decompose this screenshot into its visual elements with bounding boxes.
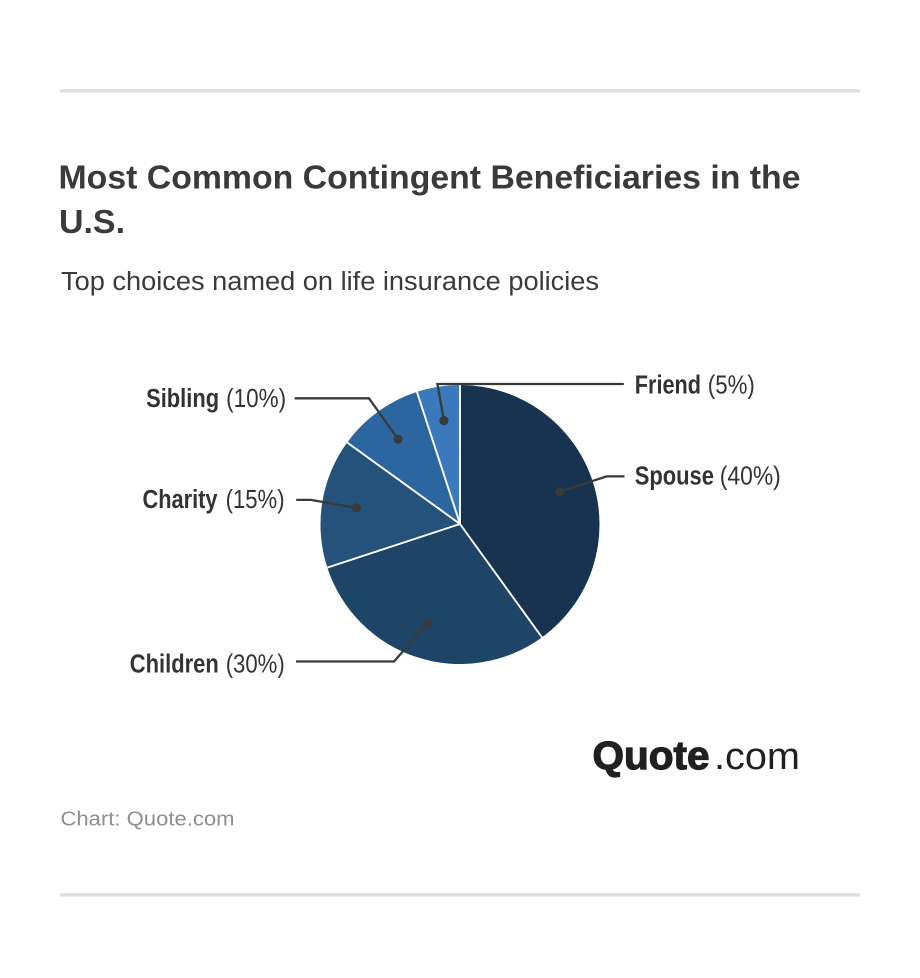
svg-text:(40%): (40%) xyxy=(720,463,781,491)
svg-text:Chart: Quote.com: Chart: Quote.com xyxy=(61,809,235,831)
svg-text:Charity: Charity xyxy=(143,486,219,514)
svg-text:(30%): (30%) xyxy=(226,650,285,678)
svg-text:Sibling: Sibling xyxy=(146,385,219,413)
svg-text:(5%): (5%) xyxy=(708,371,755,399)
svg-text:Spouse: Spouse xyxy=(635,463,714,491)
svg-text:.com: .com xyxy=(714,736,800,778)
svg-text:Top choices named on life insu: Top choices named on life insurance poli… xyxy=(61,268,599,296)
svg-text:Quote: Quote xyxy=(593,734,710,778)
svg-text:Most Common Contingent Benefic: Most Common Contingent Beneficiaries in … xyxy=(59,159,801,196)
svg-text:(10%): (10%) xyxy=(226,385,286,413)
svg-text:Friend: Friend xyxy=(635,371,701,399)
svg-text:U.S.: U.S. xyxy=(59,203,125,240)
svg-text:(15%): (15%) xyxy=(226,486,285,514)
svg-text:Children: Children xyxy=(130,650,219,678)
